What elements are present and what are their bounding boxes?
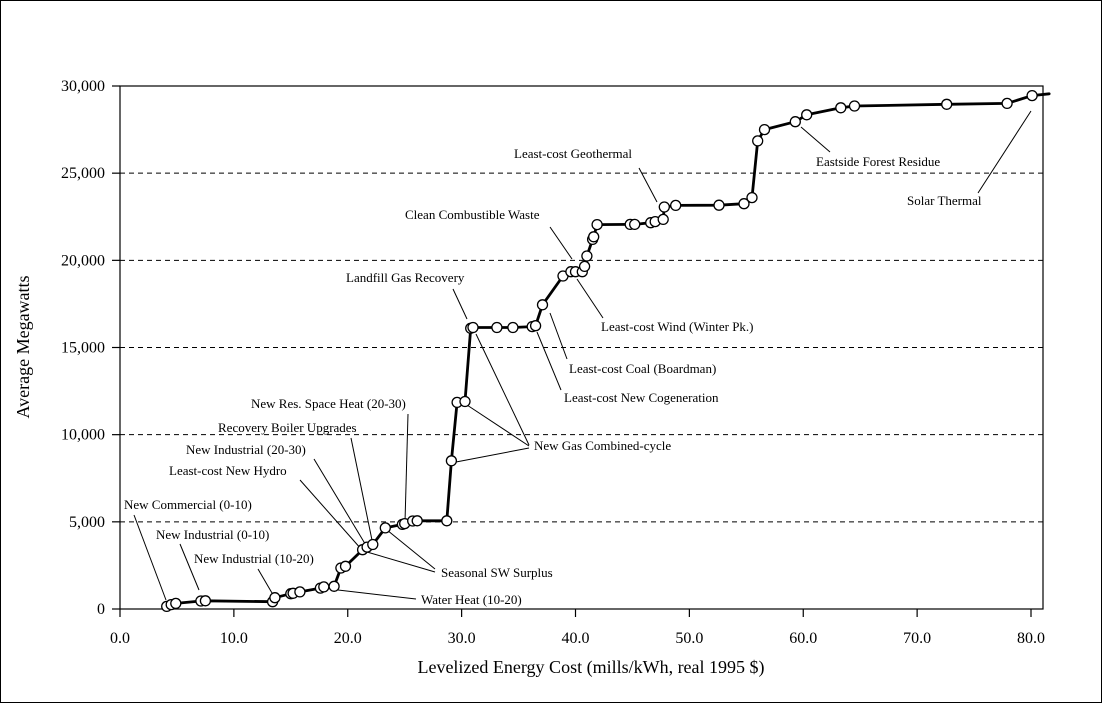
data-point-marker xyxy=(801,109,813,121)
annotation-label: Clean Combustible Waste xyxy=(405,207,540,222)
supply-curve-line xyxy=(165,92,1051,608)
annotation-leader-line xyxy=(386,529,436,570)
annotation-leader-line xyxy=(638,167,658,203)
annotation-leader-line xyxy=(800,126,831,153)
annotation-label: Least-cost New Hydro xyxy=(169,463,287,478)
x-tick-label: 70.0 xyxy=(903,630,931,647)
annotation-leader-line xyxy=(549,312,568,360)
data-point-marker xyxy=(507,321,519,334)
annotation-leader-line xyxy=(549,226,573,260)
annotation-label: Least-cost Wind (Winter Pk.) xyxy=(601,319,754,334)
chart-layer: 0.0 10.0 20.0 30.0 40.0 50.0 60.0 70.0 80.0 0 5,00… xyxy=(61,78,1051,647)
x-tick-label: 0.0 xyxy=(110,630,130,647)
y-tick-label: 30,000 xyxy=(61,78,105,95)
x-tick-label: 60.0 xyxy=(789,630,817,647)
annotation-leader-line xyxy=(350,437,374,546)
annotation-label: Seasonal SW Surplus xyxy=(441,565,553,580)
annotation-leader-line xyxy=(133,514,167,601)
data-point-marker xyxy=(758,123,771,136)
data-point-marker xyxy=(339,560,352,572)
data-point-marker xyxy=(328,580,340,592)
data-point-marker xyxy=(367,538,379,551)
x-tick-label: 30.0 xyxy=(448,630,476,647)
annotation-label: Solar Thermal xyxy=(907,193,982,208)
data-point-marker xyxy=(170,597,182,610)
data-point-marker xyxy=(670,199,682,212)
data-point-marker xyxy=(491,321,503,334)
data-point-marker xyxy=(657,213,669,226)
data-point-marker xyxy=(379,522,391,534)
annotation-leader-line xyxy=(536,331,562,391)
x-tick-label: 20.0 xyxy=(334,630,362,647)
y-tick-label: 20,000 xyxy=(61,252,105,269)
annotation-label: New Industrial (10-20) xyxy=(194,551,314,566)
annotation-leader-line xyxy=(404,413,409,523)
annotation-label: New Industrial (0-10) xyxy=(156,527,269,542)
data-point-marker xyxy=(459,395,471,408)
data-point-marker xyxy=(441,515,453,527)
annotation-leader-line xyxy=(257,568,273,594)
annotation-label: New Industrial (20-30) xyxy=(186,442,306,457)
y-axis-title: Average Megawatts xyxy=(13,275,33,418)
y-tick-label: 15,000 xyxy=(61,340,105,357)
data-point-marker xyxy=(411,515,423,527)
annotation-leader-line xyxy=(366,551,436,573)
y-tick-label: 0 xyxy=(97,601,105,618)
x-tick-label: 40.0 xyxy=(562,630,590,647)
data-point-marker xyxy=(713,199,725,211)
data-point-marker xyxy=(658,201,670,213)
data-point-marker xyxy=(536,299,549,311)
data-point-marker xyxy=(848,100,861,112)
data-point-marker xyxy=(629,218,641,231)
data-point-marker xyxy=(752,135,764,147)
annotation-leader-line xyxy=(977,110,1032,194)
data-point-marker xyxy=(294,586,306,598)
annotation-label: Eastside Forest Residue xyxy=(816,154,940,169)
annotation-label: Least-cost Geothermal xyxy=(514,146,632,161)
annotation-label: Landfill Gas Recovery xyxy=(346,270,465,285)
data-point-marker xyxy=(588,231,600,243)
data-point-marker xyxy=(746,191,758,204)
y-tick-label: 10,000 xyxy=(61,427,105,444)
data-point-marker xyxy=(467,321,479,334)
data-point-marker xyxy=(835,102,847,114)
data-point-marker xyxy=(199,595,212,607)
annotation-leader-line xyxy=(455,447,530,463)
annotation-leader-line xyxy=(576,278,604,319)
annotation-label: Least-cost New Cogeneration xyxy=(564,390,719,405)
annotation-label: Least-cost Coal (Boardman) xyxy=(569,361,716,376)
x-tick-label: 10.0 xyxy=(220,630,248,647)
y-tick-label: 5,000 xyxy=(69,514,105,531)
data-point-marker xyxy=(581,250,593,262)
data-point-marker xyxy=(1026,89,1038,102)
annotation-leader-line xyxy=(299,479,363,551)
x-axis-title: Levelized Energy Cost (mills/kWh, real 1… xyxy=(417,657,764,678)
data-point-marker xyxy=(738,198,750,210)
data-point-marker xyxy=(591,218,603,231)
annotation-label: New Gas Combined-cycle xyxy=(534,438,671,453)
x-tick-label: 80.0 xyxy=(1017,630,1045,647)
annotation-label: Recovery Boiler Upgrades xyxy=(218,420,357,435)
data-point-marker xyxy=(269,592,281,604)
x-tick-label: 50.0 xyxy=(675,630,703,647)
annotation-leader-line xyxy=(179,543,200,591)
data-point-marker xyxy=(529,320,542,332)
data-point-marker xyxy=(789,116,801,128)
data-point-marker xyxy=(318,581,330,593)
annotation-leader-line xyxy=(337,589,417,600)
annotation-leader-line xyxy=(313,458,368,548)
data-point-marker xyxy=(1001,97,1013,110)
annotation-label: Water Heat (10-20) xyxy=(421,592,522,607)
data-point-marker xyxy=(578,260,591,273)
annotation-label: New Commercial (0-10) xyxy=(124,497,252,512)
y-tick-label: 25,000 xyxy=(61,165,105,182)
annotation-leader-line xyxy=(466,404,530,447)
annotation-leader-line xyxy=(452,288,468,320)
annotation-leader-line xyxy=(475,333,530,446)
annotation-label: New Res. Space Heat (20-30) xyxy=(251,396,406,411)
data-point-marker xyxy=(941,98,953,110)
data-point-marker xyxy=(445,455,458,467)
